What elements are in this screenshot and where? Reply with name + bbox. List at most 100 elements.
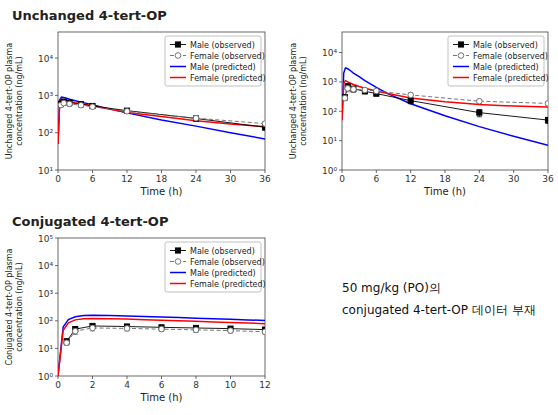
x-tick [58, 170, 59, 173]
data-point [228, 328, 234, 334]
background [0, 0, 558, 415]
legend: Male (observed)Female (observed)Male (pr… [165, 242, 266, 292]
error-bar [342, 95, 347, 100]
x-tick-label: 2 [90, 380, 96, 390]
data-point [61, 100, 67, 106]
annotation: conjugated 4-tert-OP 데이터 부재 [342, 303, 536, 317]
data-point [345, 86, 351, 92]
legend-label: Male (observed) [473, 41, 538, 50]
y-tick [55, 95, 58, 96]
x-tick [513, 170, 514, 173]
x-tick [127, 170, 128, 173]
observed-line [61, 102, 265, 128]
legend-marker [458, 53, 464, 59]
x-tick [127, 376, 128, 379]
error-bar [345, 86, 350, 92]
legend-swatch [170, 77, 186, 79]
predicted-line [58, 99, 265, 144]
error-bar [351, 86, 356, 92]
y-tick [55, 58, 58, 59]
y-tick-label: 10² [38, 128, 53, 138]
y-tick [55, 320, 58, 321]
legend-label: Male (predicted) [190, 269, 256, 278]
x-tick [92, 170, 93, 173]
title: Conjugated 4-tert-OP [12, 214, 168, 229]
error-bar [263, 122, 266, 126]
y-tick [55, 238, 58, 239]
x-tick-label: 6 [90, 174, 96, 184]
data-point [193, 115, 199, 121]
data-point [72, 328, 78, 334]
annotation: 50 mg/kg (PO)의 [342, 281, 441, 295]
panel: 06121824303610¹10²10³10⁴Time (h)Unchange… [5, 8, 271, 197]
x-axis-label: Time (h) [140, 392, 183, 403]
x-tick [410, 170, 411, 173]
x-tick-label: 0 [339, 174, 345, 184]
y-tick [55, 132, 58, 133]
y-axis-label: Unchanged 4-tert-OP plasmaconcentration … [5, 43, 24, 159]
data-point [262, 121, 265, 127]
panel: 02468101210⁰10¹10²10³10⁴10⁵Time (h)Conju… [5, 214, 271, 403]
error-bar [263, 330, 266, 334]
legend-label: Female (observed) [473, 52, 548, 61]
legend-label: Female (predicted) [473, 74, 549, 83]
error-bar [345, 84, 350, 91]
data-point [545, 118, 548, 123]
legend-marker [175, 53, 181, 59]
data-area [58, 97, 265, 144]
y-tick-label: 10² [322, 107, 337, 117]
observed-line [61, 103, 265, 124]
error-bar [546, 117, 549, 123]
x-tick-label: 30 [225, 174, 237, 184]
observed-line [345, 86, 548, 120]
y-tick-label: 10⁴ [38, 261, 53, 271]
error-bar [159, 327, 164, 331]
x-tick-label: 6 [373, 174, 379, 184]
legend-swatch [170, 272, 186, 274]
error-bar [477, 99, 482, 103]
error-bar [61, 101, 66, 105]
x-tick-label: 6 [159, 380, 165, 390]
error-bar [90, 326, 95, 331]
legend-marker [175, 248, 180, 253]
legend-swatch [453, 77, 469, 79]
x-tick-label: 12 [259, 380, 270, 390]
data-area [342, 68, 548, 145]
title: Unchanged 4-tert-OP [12, 8, 167, 23]
legend: Male (observed)Female (observed)Male (pr… [165, 36, 266, 86]
error-bar [194, 116, 199, 121]
x-tick [196, 376, 197, 379]
y-tick [339, 81, 342, 82]
error-bar [194, 116, 199, 120]
error-bar [125, 326, 130, 331]
data-point [90, 104, 96, 110]
panel: 06121824303610⁰10¹10²10³10⁴Time (h)Uncha… [289, 32, 554, 197]
x-tick [92, 376, 93, 379]
y-axis-label-line: concentration (ng/mL) [15, 262, 24, 351]
x-tick [230, 170, 231, 173]
x-tick-label: 24 [474, 174, 486, 184]
error-bar [408, 98, 413, 104]
x-tick-label: 8 [193, 380, 199, 390]
data-point [67, 101, 73, 107]
data-point [362, 87, 368, 93]
data-point [124, 326, 130, 332]
predicted-line [342, 81, 548, 120]
y-axis-label-line: concentration (ng/mL) [15, 56, 24, 145]
plot-frame [58, 32, 265, 170]
y-tick [339, 111, 342, 112]
legend-swatch [453, 66, 469, 68]
chart-root: 06121824303610¹10²10³10⁴Time (h)Unchange… [0, 0, 558, 415]
error-bar [477, 109, 482, 116]
y-axis-label-line: Unchanged 4-tert-OP plasma [5, 43, 14, 159]
x-tick-label: 24 [190, 174, 202, 184]
x-tick [196, 170, 197, 173]
x-tick [230, 376, 231, 379]
x-axis-label: Time (h) [423, 186, 466, 197]
error-cap [477, 116, 482, 117]
error-bar [351, 87, 356, 92]
legend-marker [175, 42, 180, 47]
error-bar [125, 109, 130, 114]
x-tick-label: 30 [508, 174, 520, 184]
legend-label: Female (predicted) [190, 280, 266, 289]
